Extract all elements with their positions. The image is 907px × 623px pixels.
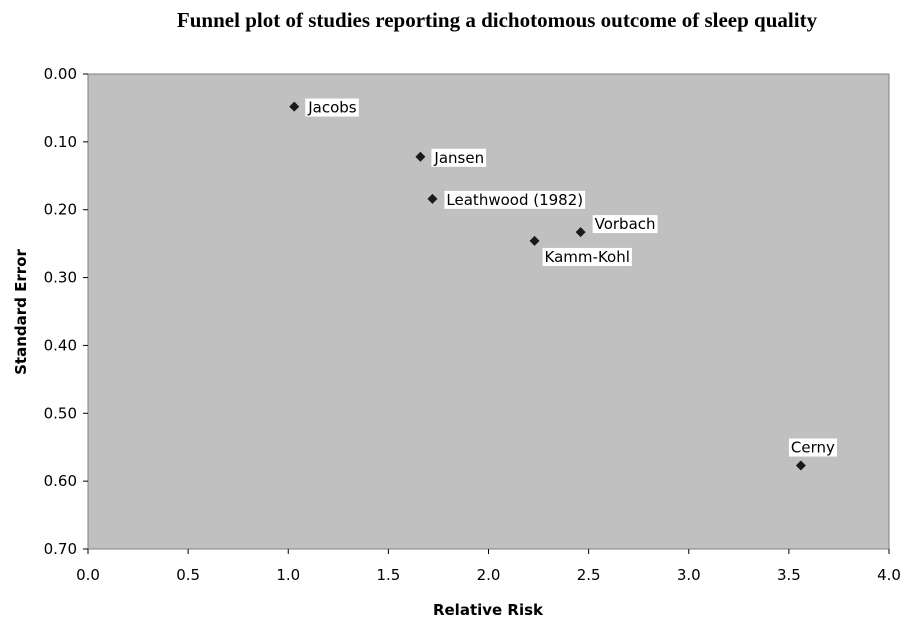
- chart-title: Funnel plot of studies reporting a dicho…: [177, 8, 818, 32]
- x-tick-label: 1.0: [276, 566, 300, 584]
- y-tick-label: 0.10: [44, 133, 77, 151]
- y-axis: 0.00 0.10 0.20 0.30 0.40 0.50 0.60 0.70: [44, 65, 88, 558]
- data-point-label: Kamm-Kohl: [545, 248, 630, 266]
- x-tick-label: 0.0: [76, 566, 100, 584]
- y-tick-label: 0.50: [44, 404, 77, 422]
- data-point-marker: [427, 193, 438, 204]
- y-tick-label: 0.00: [44, 65, 77, 83]
- x-tick-label: 2.5: [577, 566, 601, 584]
- y-tick-label: 0.70: [44, 540, 77, 558]
- data-point-label: Leathwood (1982): [446, 191, 583, 209]
- plot-area: [87, 73, 890, 550]
- data-label-background: [305, 98, 359, 117]
- x-tick-label: 0.5: [176, 566, 200, 584]
- data-point-marker: [415, 151, 426, 162]
- x-tick-label: 3.0: [677, 566, 701, 584]
- data-point-label: Cerny: [791, 439, 835, 457]
- data-label-background: [788, 438, 838, 457]
- data-label-background: [431, 148, 487, 167]
- data-points: Jacobs Jansen Leathwood (1982) Vorbach Kamm-…: [289, 98, 838, 471]
- y-tick-label: 0.20: [44, 201, 77, 219]
- y-axis-title: Standard Error: [12, 249, 30, 375]
- data-point-marker: [289, 101, 300, 112]
- data-point-label: Jansen: [433, 149, 484, 167]
- x-tick-label: 3.5: [777, 566, 801, 584]
- x-tick-label: 1.5: [376, 566, 400, 584]
- x-axis: 0.0 0.5 1.0 1.5 2.0 2.5 3.0 3.5 4.0: [76, 549, 901, 584]
- data-point-marker: [575, 227, 586, 238]
- y-tick-label: 0.60: [44, 472, 77, 490]
- data-point-marker: [529, 235, 540, 246]
- x-tick-label: 4.0: [877, 566, 901, 584]
- y-tick-label: 0.40: [44, 336, 77, 354]
- data-point-label: Vorbach: [595, 215, 656, 233]
- x-tick-label: 2.0: [477, 566, 501, 584]
- y-tick-label: 0.30: [44, 269, 77, 287]
- data-label-background: [444, 190, 586, 209]
- x-axis-title: Relative Risk: [433, 601, 544, 619]
- data-point-label: Jacobs: [307, 99, 357, 117]
- data-point-marker: [795, 460, 806, 471]
- data-label-background: [542, 247, 632, 266]
- data-label-background: [592, 215, 658, 234]
